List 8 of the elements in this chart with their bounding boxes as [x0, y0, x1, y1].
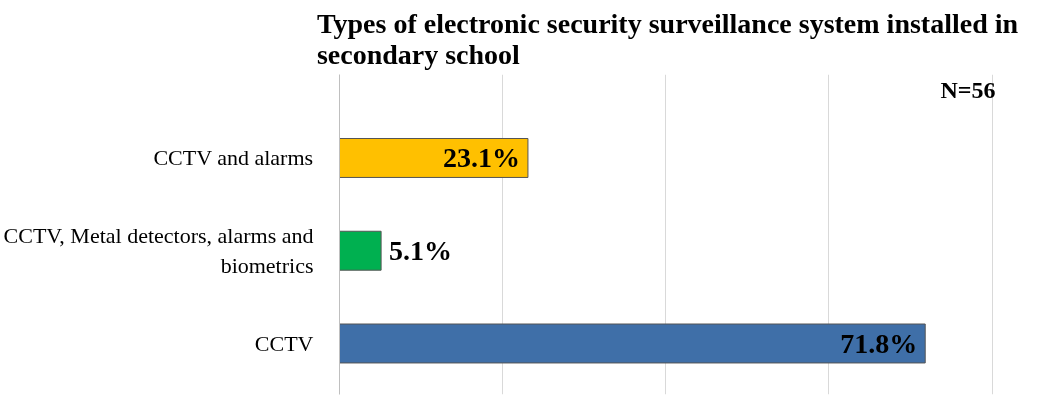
data-label: 23.1%: [442, 142, 520, 174]
data-label: 71.8%: [840, 327, 918, 359]
chart-title: Types of electronic security surveillance system installed in secondary school: [316, 7, 1019, 70]
y-tick-label: CCTV and alarms: [153, 145, 314, 171]
data-label: 5.1%: [389, 235, 453, 267]
y-tick-label: CCTV: [254, 330, 314, 356]
y-tick-label: CCTV, Metal detectors, alarms and biometrics: [3, 223, 314, 279]
text: N=56: [940, 76, 996, 103]
